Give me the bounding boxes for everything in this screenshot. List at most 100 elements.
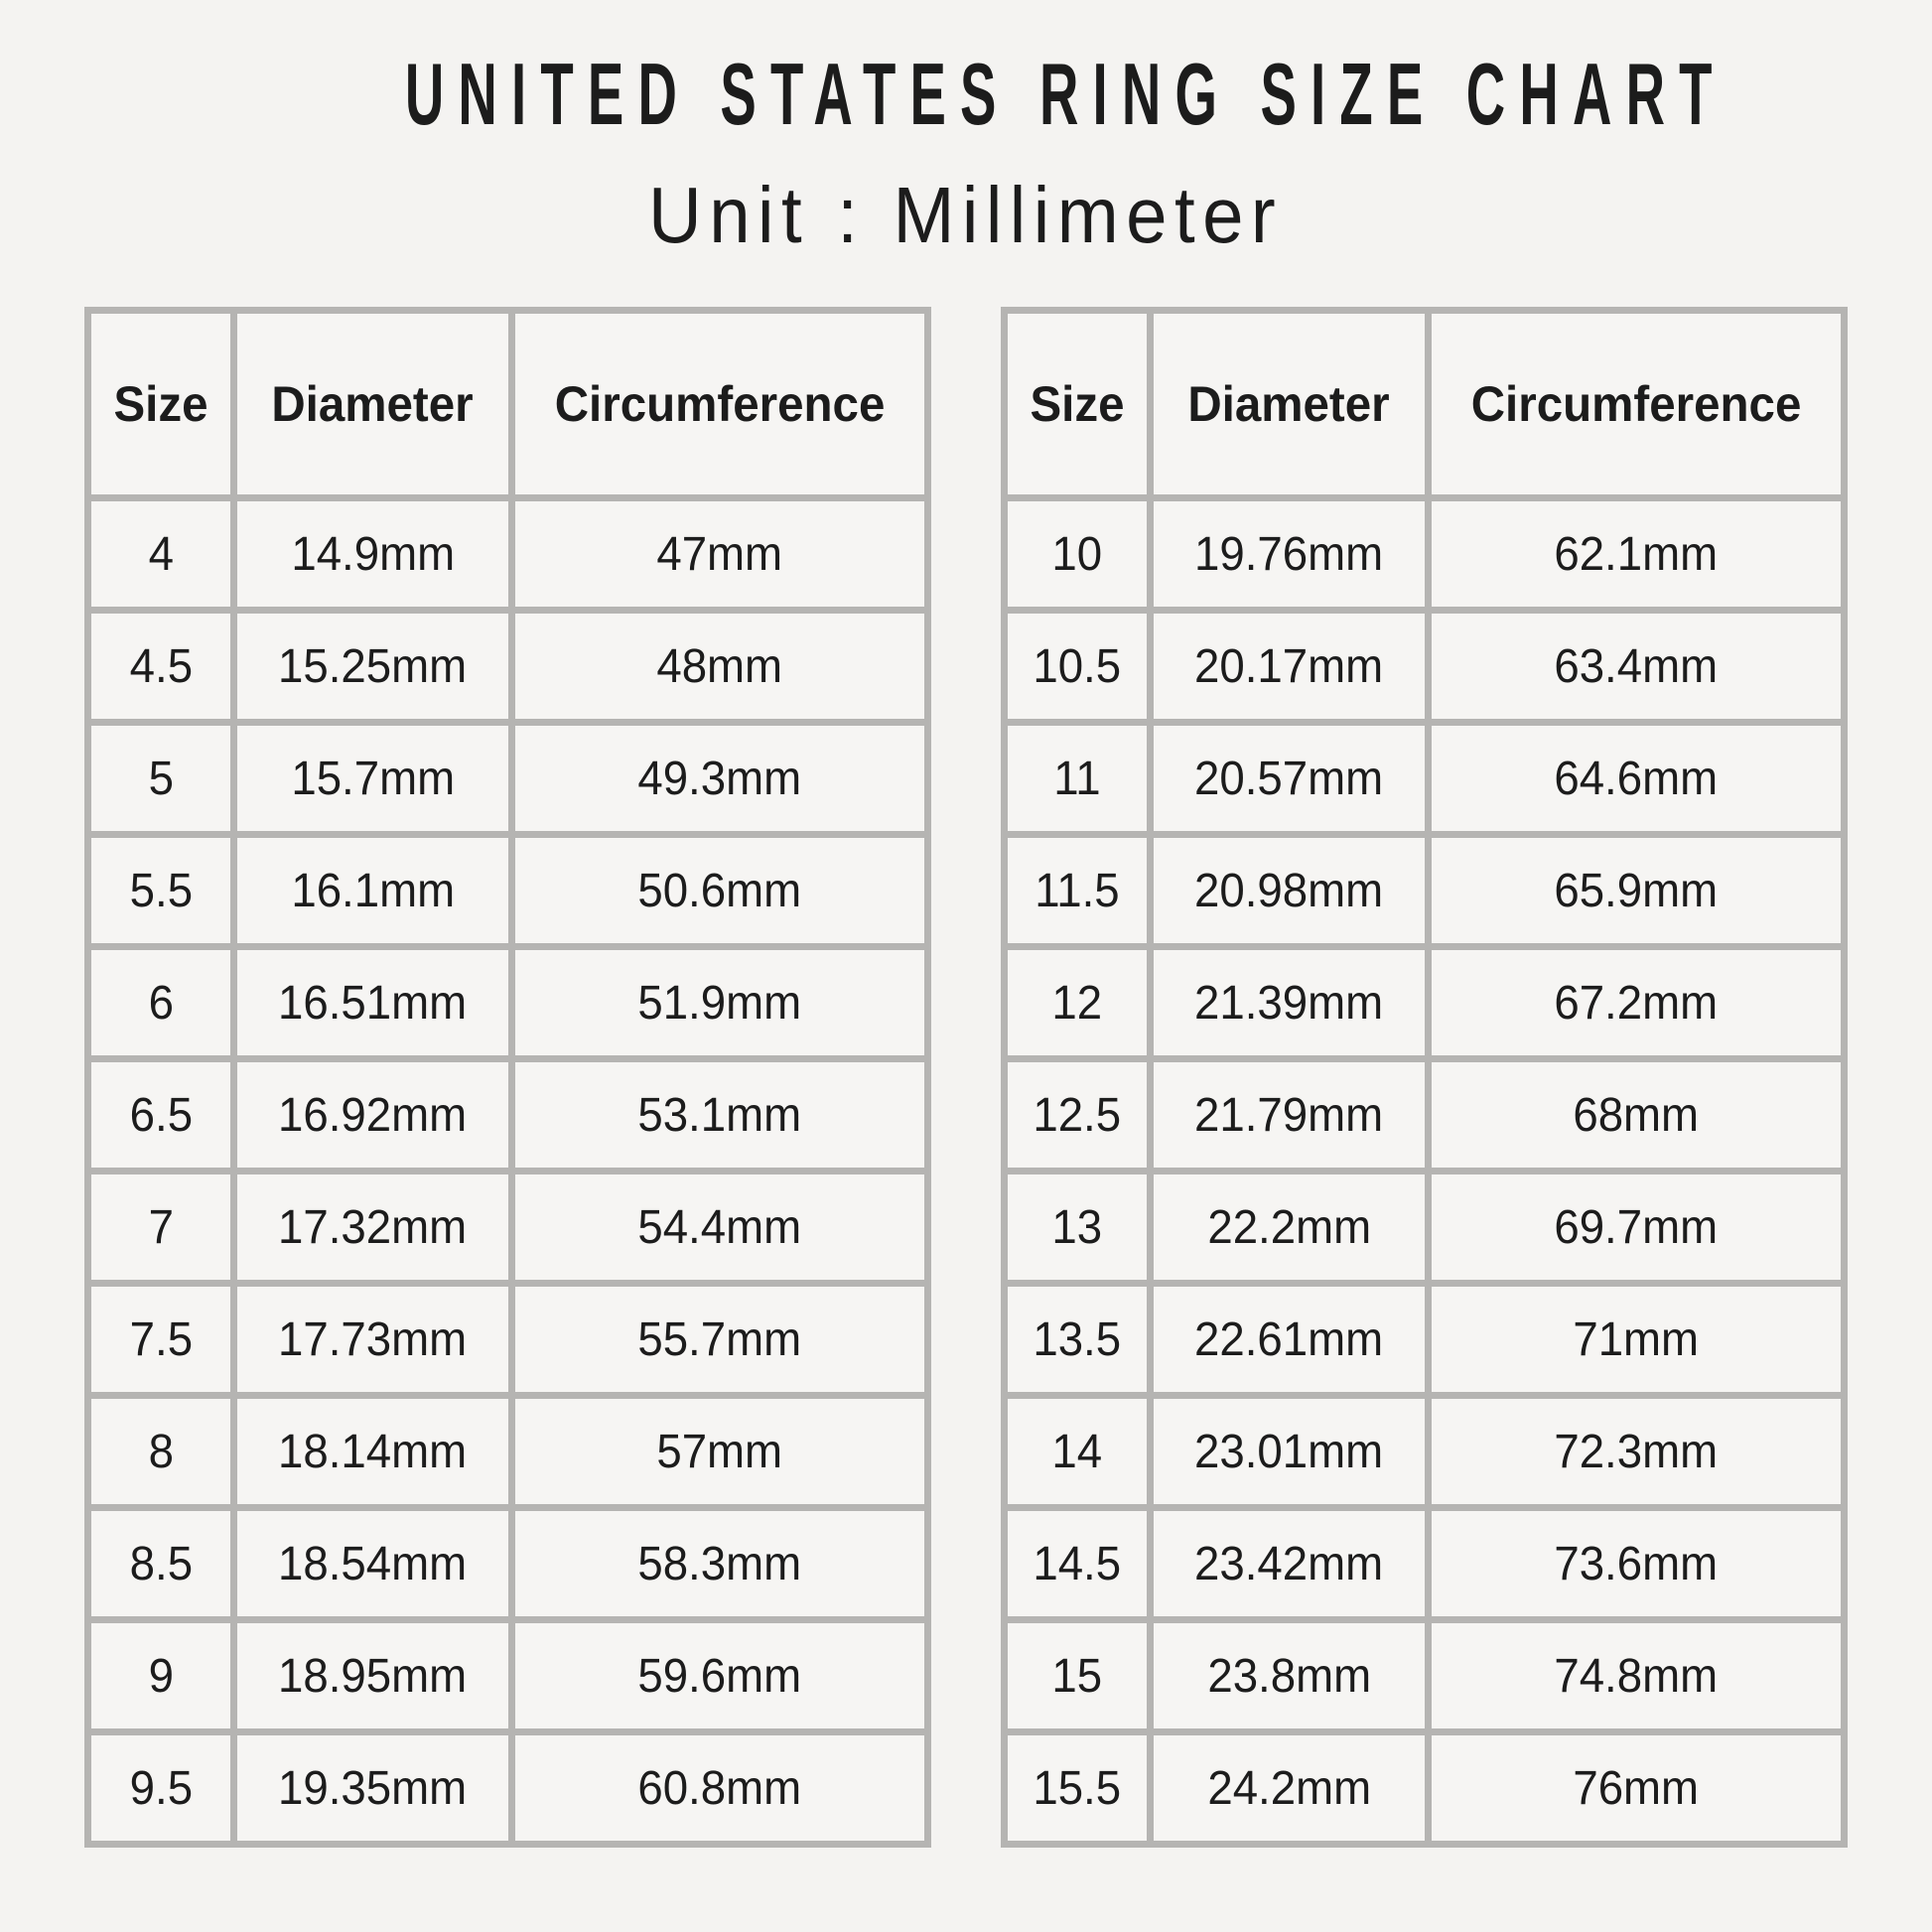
table-cell: 14.9mm [237,501,508,608]
table-cell-text: 13 [1051,1200,1103,1254]
table-cell-text: 6 [148,976,174,1030]
table-cell-text: 20.98mm [1194,864,1384,917]
table-cell-text: 21.79mm [1194,1088,1384,1142]
table-cell: 17.32mm [237,1174,508,1281]
table-cell-text: 71mm [1573,1312,1700,1366]
table-cell-text: 68mm [1573,1088,1700,1142]
column-header-text: Circumference [1470,376,1802,433]
table-cell-text: 23.42mm [1194,1537,1384,1590]
table-row: 7.5 17.73mm 55.7mm [91,1287,924,1393]
table-row: 15 23.8mm 74.8mm [1008,1623,1841,1729]
table-cell-text: 67.2mm [1554,976,1719,1030]
table-cell-text: 73.6mm [1554,1537,1719,1590]
table-cell-text: 10 [1051,527,1103,581]
table-cell: 15 [1008,1623,1148,1729]
table-cell: 17.73mm [237,1287,508,1393]
table-row: 6.5 16.92mm 53.1mm [91,1062,924,1169]
table-cell: 8 [91,1399,231,1505]
table-cell: 23.8mm [1154,1623,1425,1729]
table-cell-text: 12 [1051,976,1103,1030]
table-cell-text: 60.8mm [637,1761,802,1815]
table-cell: 55.7mm [514,1287,924,1393]
table-cell: 19.35mm [237,1735,508,1842]
page-subtitle-text: Unit : Millimeter [648,171,1284,260]
table-cell: 24.2mm [1154,1735,1425,1842]
table-cell-text: 64.6mm [1554,752,1719,805]
table-cell: 8.5 [91,1511,231,1617]
table-cell-text: 74.8mm [1554,1649,1719,1703]
table-cell-text: 57mm [656,1425,783,1478]
column-header-text: Circumference [554,376,886,433]
table-cell-text: 5 [148,752,174,805]
table-cell: 13.5 [1008,1287,1148,1393]
table-cell: 6 [91,950,231,1056]
table-cell-text: 5.5 [129,864,193,917]
table-cell: 63.4mm [1431,614,1841,720]
table-cell-text: 65.9mm [1554,864,1719,917]
table-cell-text: 19.35mm [278,1761,468,1815]
table-row: 13 22.2mm 69.7mm [1008,1174,1841,1281]
table-row: 12 21.39mm 67.2mm [1008,950,1841,1056]
table-cell-text: 21.39mm [1194,976,1384,1030]
table-cell-text: 17.73mm [278,1312,468,1366]
table-cell-text: 59.6mm [637,1649,802,1703]
table-cell: 14 [1008,1399,1148,1505]
table-cell-text: 17.32mm [278,1200,468,1254]
table-row: 5.5 16.1mm 50.6mm [91,838,924,944]
table-cell-text: 72.3mm [1554,1425,1719,1478]
table-cell: 51.9mm [514,950,924,1056]
table-cell: 49.3mm [514,726,924,832]
table-cell: 18.54mm [237,1511,508,1617]
table-cell: 16.51mm [237,950,508,1056]
header-row: Size Diameter Circumference [1008,314,1841,495]
table-cell: 11 [1008,726,1148,832]
page-title: UNITED STATES RING SIZE CHART [0,0,1932,144]
table-cell: 19.76mm [1154,501,1425,608]
table-cell-text: 50.6mm [637,864,802,917]
table-row: 14.5 23.42mm 73.6mm [1008,1511,1841,1617]
table-cell: 18.95mm [237,1623,508,1729]
table-cell: 20.98mm [1154,838,1425,944]
table-cell-text: 4 [148,527,174,581]
table-cell: 15.7mm [237,726,508,832]
table-cell: 5 [91,726,231,832]
table-cell: 23.01mm [1154,1399,1425,1505]
table-cell: 20.57mm [1154,726,1425,832]
table-cell: 14.5 [1008,1511,1148,1617]
table-cell: 21.79mm [1154,1062,1425,1169]
table-cell: 4.5 [91,614,231,720]
column-header-text: Diameter [271,376,475,433]
table-cell-text: 48mm [656,639,783,693]
table-cell: 12.5 [1008,1062,1148,1169]
tables-container: Size Diameter Circumference 4 14.9mm 47mm 4.5… [84,307,1848,1849]
table-cell-text: 14.5 [1033,1537,1122,1590]
column-header: Size [91,314,231,495]
table-cell-text: 23.01mm [1194,1425,1384,1478]
table-cell: 7 [91,1174,231,1281]
table-row: 8 18.14mm 57mm [91,1399,924,1505]
table-cell-text: 8 [148,1425,174,1478]
table-row: 4 14.9mm 47mm [91,501,924,608]
table-cell: 9 [91,1623,231,1729]
table-cell: 65.9mm [1431,838,1841,944]
table-cell: 23.42mm [1154,1511,1425,1617]
table-row: 9 18.95mm 59.6mm [91,1623,924,1729]
table-cell-text: 7.5 [129,1312,193,1366]
table-cell-text: 49.3mm [637,752,802,805]
column-header: Size [1008,314,1148,495]
table-cell-text: 24.2mm [1207,1761,1371,1815]
table-cell: 54.4mm [514,1174,924,1281]
table-row: 10 19.76mm 62.1mm [1008,501,1841,608]
table-cell: 60.8mm [514,1735,924,1842]
table-cell-text: 15.7mm [291,752,455,805]
table-cell: 22.61mm [1154,1287,1425,1393]
table-cell: 15.25mm [237,614,508,720]
table-cell-text: 69.7mm [1554,1200,1719,1254]
table-cell: 64.6mm [1431,726,1841,832]
table-cell: 6.5 [91,1062,231,1169]
table-row: 14 23.01mm 72.3mm [1008,1399,1841,1505]
table-cell: 9.5 [91,1735,231,1842]
table-cell: 58.3mm [514,1511,924,1617]
table-cell-text: 12.5 [1033,1088,1122,1142]
ring-size-chart: UNITED STATES RING SIZE CHART Unit : Mil… [0,0,1932,1849]
